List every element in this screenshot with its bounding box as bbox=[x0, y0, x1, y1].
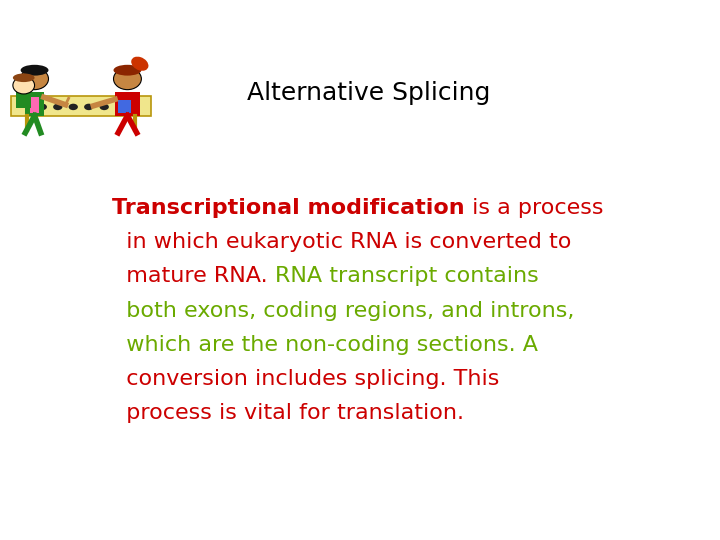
Bar bbox=[115, 92, 140, 116]
Circle shape bbox=[115, 104, 125, 110]
Circle shape bbox=[99, 104, 109, 110]
Circle shape bbox=[53, 104, 63, 110]
Text: process is vital for translation.: process is vital for translation. bbox=[112, 403, 464, 423]
Text: mature RNA.: mature RNA. bbox=[112, 266, 275, 286]
Ellipse shape bbox=[114, 65, 141, 76]
Text: is a process: is a process bbox=[465, 198, 603, 218]
Ellipse shape bbox=[21, 65, 48, 76]
Ellipse shape bbox=[131, 57, 148, 71]
Text: RNA transcript contains: RNA transcript contains bbox=[275, 266, 539, 286]
Bar bbox=[118, 100, 130, 113]
Circle shape bbox=[37, 104, 47, 110]
Ellipse shape bbox=[21, 68, 48, 90]
Text: which are the non-coding sections. A: which are the non-coding sections. A bbox=[112, 335, 539, 355]
Ellipse shape bbox=[13, 73, 35, 82]
Ellipse shape bbox=[114, 68, 141, 90]
Circle shape bbox=[68, 104, 78, 110]
Text: Alternative Splicing: Alternative Splicing bbox=[247, 82, 491, 105]
Text: both exons, coding regions, and introns,: both exons, coding regions, and introns, bbox=[112, 301, 575, 321]
Ellipse shape bbox=[13, 77, 35, 94]
Bar bbox=[25, 92, 44, 116]
Circle shape bbox=[84, 104, 94, 110]
Bar bbox=[30, 97, 39, 113]
Bar bbox=[16, 91, 32, 108]
Text: Transcriptional modification: Transcriptional modification bbox=[112, 198, 465, 218]
Text: in which eukaryotic RNA is converted to: in which eukaryotic RNA is converted to bbox=[112, 232, 572, 252]
Bar bbox=[12, 96, 150, 116]
Text: conversion includes splicing. This: conversion includes splicing. This bbox=[112, 369, 500, 389]
